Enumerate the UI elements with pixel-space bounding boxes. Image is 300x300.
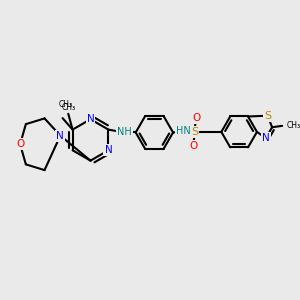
Text: HN: HN (176, 126, 190, 136)
Text: NH: NH (117, 128, 132, 137)
Text: O: O (189, 141, 197, 151)
Text: N: N (262, 133, 270, 143)
Text: CH₃: CH₃ (286, 121, 300, 130)
Text: N: N (87, 114, 94, 124)
Text: O: O (16, 139, 24, 149)
Text: CH₃: CH₃ (59, 100, 73, 109)
Text: N: N (104, 145, 112, 155)
Text: S: S (191, 127, 198, 137)
Text: N: N (56, 130, 64, 141)
Text: CH₃: CH₃ (61, 103, 75, 112)
Text: O: O (192, 112, 200, 122)
Text: S: S (264, 111, 271, 121)
